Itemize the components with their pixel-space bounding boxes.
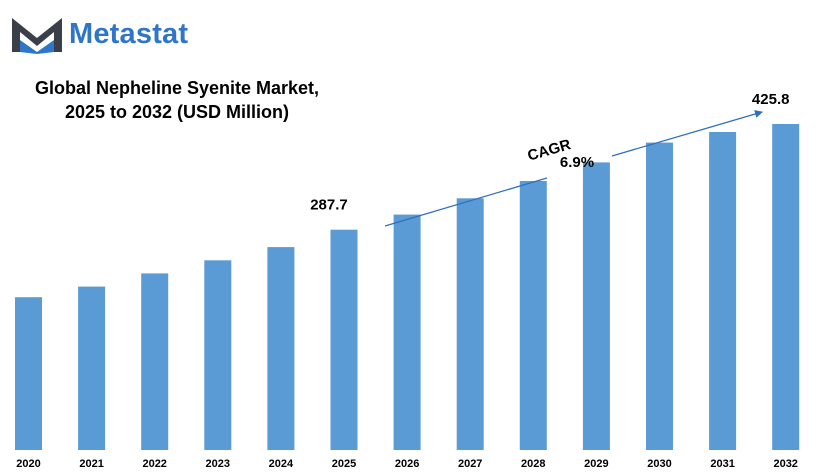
value-label-2032: 425.8 [752,91,790,108]
cagr-arrow-line-start [384,177,548,227]
bar-2026 [393,214,421,450]
x-tick-label-2032: 2032 [773,458,797,470]
x-tick-label-2029: 2029 [584,458,608,470]
bar-2025 [330,229,358,450]
x-tick-label-2027: 2027 [458,458,482,470]
bars-group [15,124,800,450]
bar-2028 [519,181,547,450]
bar-2022 [141,273,169,450]
bar-2024 [267,247,295,450]
bar-2029 [582,162,610,450]
x-tick-label-2026: 2026 [395,458,419,470]
x-tick-label-2031: 2031 [710,458,734,470]
value-label-2025: 287.7 [310,197,348,214]
metastat-logo: Metastat [10,14,220,54]
bar-2032 [772,124,800,450]
bar-2020 [15,297,42,450]
bar-2027 [456,198,484,450]
bar-2023 [204,260,232,450]
x-tick-label-2022: 2022 [142,458,166,470]
x-tick-label-2024: 2024 [269,458,294,470]
cagr-arrow-line-end [611,110,763,157]
x-tick-labels: 2020 2021 2022 2023 2024 2025 2026 2027 2028 2029… [16,458,798,470]
x-tick-label-2020: 2020 [16,458,40,470]
bar-2030 [646,142,673,450]
chart-title-line-1: Global Nepheline Syenite Market, [34,78,320,98]
metastat-m-icon [12,18,62,54]
chart-title: Global Nepheline Syenite Market, 2025 to… [22,76,332,124]
brand-name: Metastat [69,18,189,50]
x-tick-label-2028: 2028 [521,458,545,470]
chart-title-line-2: 2025 to 2032 (USD Million) [64,102,290,122]
bar-2031 [709,132,737,450]
cagr-value: 6.9% [560,154,594,171]
x-tick-label-2021: 2021 [79,458,103,470]
x-tick-label-2025: 2025 [332,458,356,470]
bar-2021 [78,286,106,450]
x-tick-label-2030: 2030 [647,458,671,470]
x-tick-label-2023: 2023 [206,458,230,470]
